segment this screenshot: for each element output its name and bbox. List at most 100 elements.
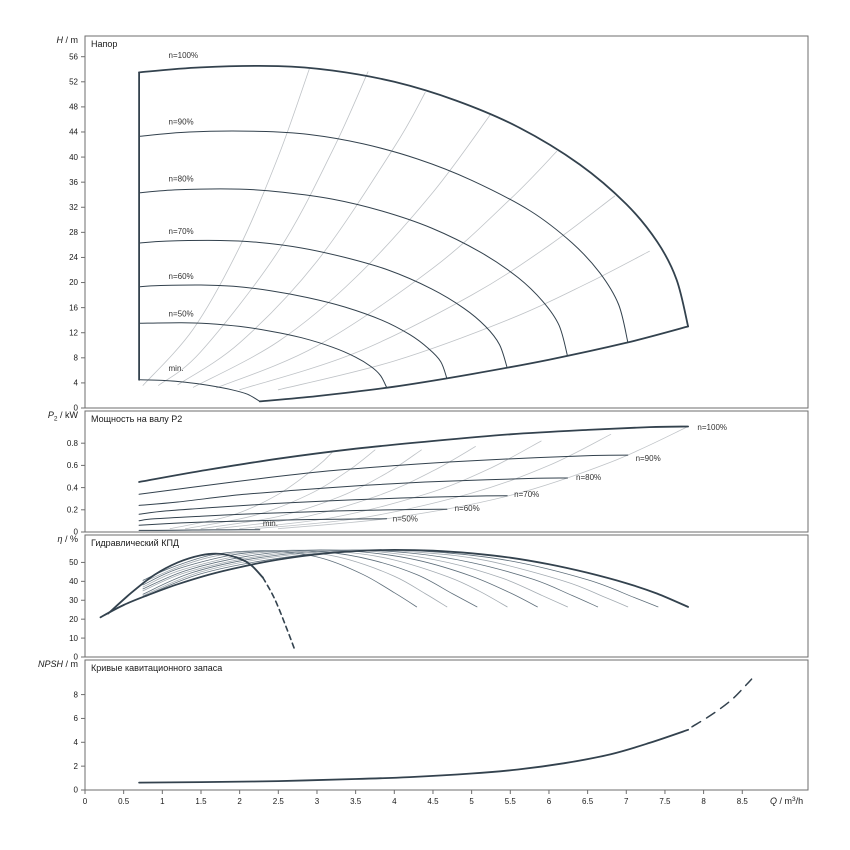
- x-tick-label: 1.5: [195, 797, 207, 806]
- curve-label: n=50%: [169, 309, 194, 318]
- y-tick-label: 16: [69, 303, 78, 312]
- curve-eff-r75: [142, 549, 538, 608]
- curve-p-iso-4: [216, 446, 476, 530]
- y-tick-label: 20: [69, 615, 78, 624]
- y-tick-label: 20: [69, 278, 78, 287]
- x-tick-label: 8: [701, 797, 706, 806]
- panel-3: 0 2 4 6 8 NPSH / m Кривые кавитационного запас…: [38, 659, 809, 795]
- y-tick-label: 2: [74, 762, 79, 771]
- x-tick-label: 0: [83, 797, 88, 806]
- curve-p-iso-7: [169, 451, 333, 530]
- curve-eff-r60: [142, 550, 448, 608]
- x-tick-label: 3: [315, 797, 320, 806]
- y-axis-label: P2 / kW: [48, 410, 79, 423]
- curve-power-n50: [138, 518, 388, 526]
- curve-label: n=100%: [697, 423, 727, 432]
- curve-eff-r85: [142, 549, 599, 608]
- y-tick-label: 28: [69, 228, 78, 237]
- y-tick-label: 24: [69, 253, 78, 262]
- panel-frame: [84, 35, 809, 409]
- panel-frame: [84, 410, 809, 533]
- curve-iso-line-7: [277, 250, 650, 391]
- curve-p-iso-2: [254, 433, 612, 530]
- x-tick-label: 6: [547, 797, 552, 806]
- y-tick-label: 52: [69, 77, 78, 86]
- curve-label: n=80%: [169, 175, 194, 184]
- curve-npsh-extension: [691, 678, 753, 728]
- y-tick-label: 0: [74, 786, 79, 795]
- curve-power-n100: [138, 425, 689, 483]
- curve-p-iso-5: [200, 449, 422, 530]
- curve-label: n=90%: [169, 117, 194, 126]
- y-tick-label: 10: [69, 634, 78, 643]
- y-tick-label: 8: [74, 354, 79, 363]
- y-tick-label: 50: [69, 558, 78, 567]
- y-axis-label: η / %: [57, 534, 78, 544]
- x-tick-label: 2.5: [273, 797, 285, 806]
- curve-head-n100: [138, 65, 689, 328]
- curve-power-n90: [138, 454, 629, 495]
- y-tick-label: 0.4: [67, 483, 79, 492]
- panel-frame: [84, 659, 809, 791]
- curve-iso-line-4: [192, 113, 492, 388]
- curve-eff-r65: [142, 549, 478, 608]
- x-tick-label: 5: [469, 797, 474, 806]
- panel-2: 0 10 20 30 40 50 η / % Гидравлический КПД: [57, 534, 809, 662]
- x-tick-label: 6.5: [582, 797, 594, 806]
- curve-label: n=50%: [393, 514, 418, 523]
- curve-iso-line-3: [177, 92, 426, 386]
- y-tick-label: 0: [74, 653, 79, 662]
- curve-head-n80: [138, 188, 568, 357]
- curve-power-n60: [138, 508, 448, 522]
- curve-eff-r90: [142, 549, 629, 608]
- y-tick-label: 0.8: [67, 439, 79, 448]
- curve-power-n80: [138, 477, 568, 506]
- x-tick-label: 0.5: [118, 797, 130, 806]
- curve-npsh: [138, 728, 689, 784]
- y-tick-label: 0.2: [67, 505, 79, 514]
- x-tick-label: 7: [624, 797, 629, 806]
- y-tick-label: 0: [74, 528, 79, 537]
- curve-eff-min: [107, 552, 264, 615]
- y-tick-label: 36: [69, 178, 78, 187]
- curve-p-iso-1: [277, 426, 689, 530]
- x-tick-label: 4: [392, 797, 397, 806]
- y-tick-label: 40: [69, 577, 78, 586]
- curve-iso-line-1: [142, 68, 310, 386]
- curve-head-n70: [138, 239, 508, 369]
- y-tick-label: 56: [69, 52, 78, 61]
- curve-head-n90: [138, 130, 629, 343]
- y-tick-label: 12: [69, 328, 78, 337]
- panel-1: 0 0.2 0.4 0.6 0.8 P2 / kW Мощность на валу P2 n…: [48, 410, 809, 537]
- curve-iso-line-5: [216, 151, 558, 389]
- curve-eff-r95: [142, 549, 659, 608]
- curve-label: n=60%: [455, 504, 480, 513]
- x-tick-label: 7.5: [659, 797, 671, 806]
- curve-head-n50: [138, 322, 388, 388]
- curve-power-n70: [138, 495, 508, 515]
- curve-label: min.: [263, 519, 278, 528]
- curve-eff-r80: [142, 549, 568, 608]
- curve-boundary-bottom: [258, 325, 689, 403]
- x-tick-label: 4.5: [427, 797, 439, 806]
- panel-frame: [84, 534, 809, 658]
- curve-iso-line-2: [158, 71, 369, 386]
- curve-head-n60: [138, 284, 448, 379]
- y-tick-label: 8: [74, 690, 79, 699]
- x-axis: 0 0.5 1 1.5 2 2.5 3 3.5 4 4.5 5 5.5 6 6.5 7 7.5 8 8.5 Q / …: [83, 790, 803, 806]
- curve-label: n=60%: [169, 272, 194, 281]
- y-tick-label: 0.6: [67, 461, 79, 470]
- curve-label: n=90%: [636, 454, 661, 463]
- panel-title: Кривые кавитационного запаса: [91, 663, 222, 673]
- curve-eff-min-tail: [262, 576, 297, 653]
- x-tick-label: 2: [237, 797, 242, 806]
- curve-p-iso-3: [239, 440, 542, 530]
- curve-iso-line-6: [239, 195, 616, 391]
- y-tick-label: 0: [74, 404, 79, 413]
- curve-label: n=70%: [169, 227, 194, 236]
- y-tick-label: 44: [69, 128, 78, 137]
